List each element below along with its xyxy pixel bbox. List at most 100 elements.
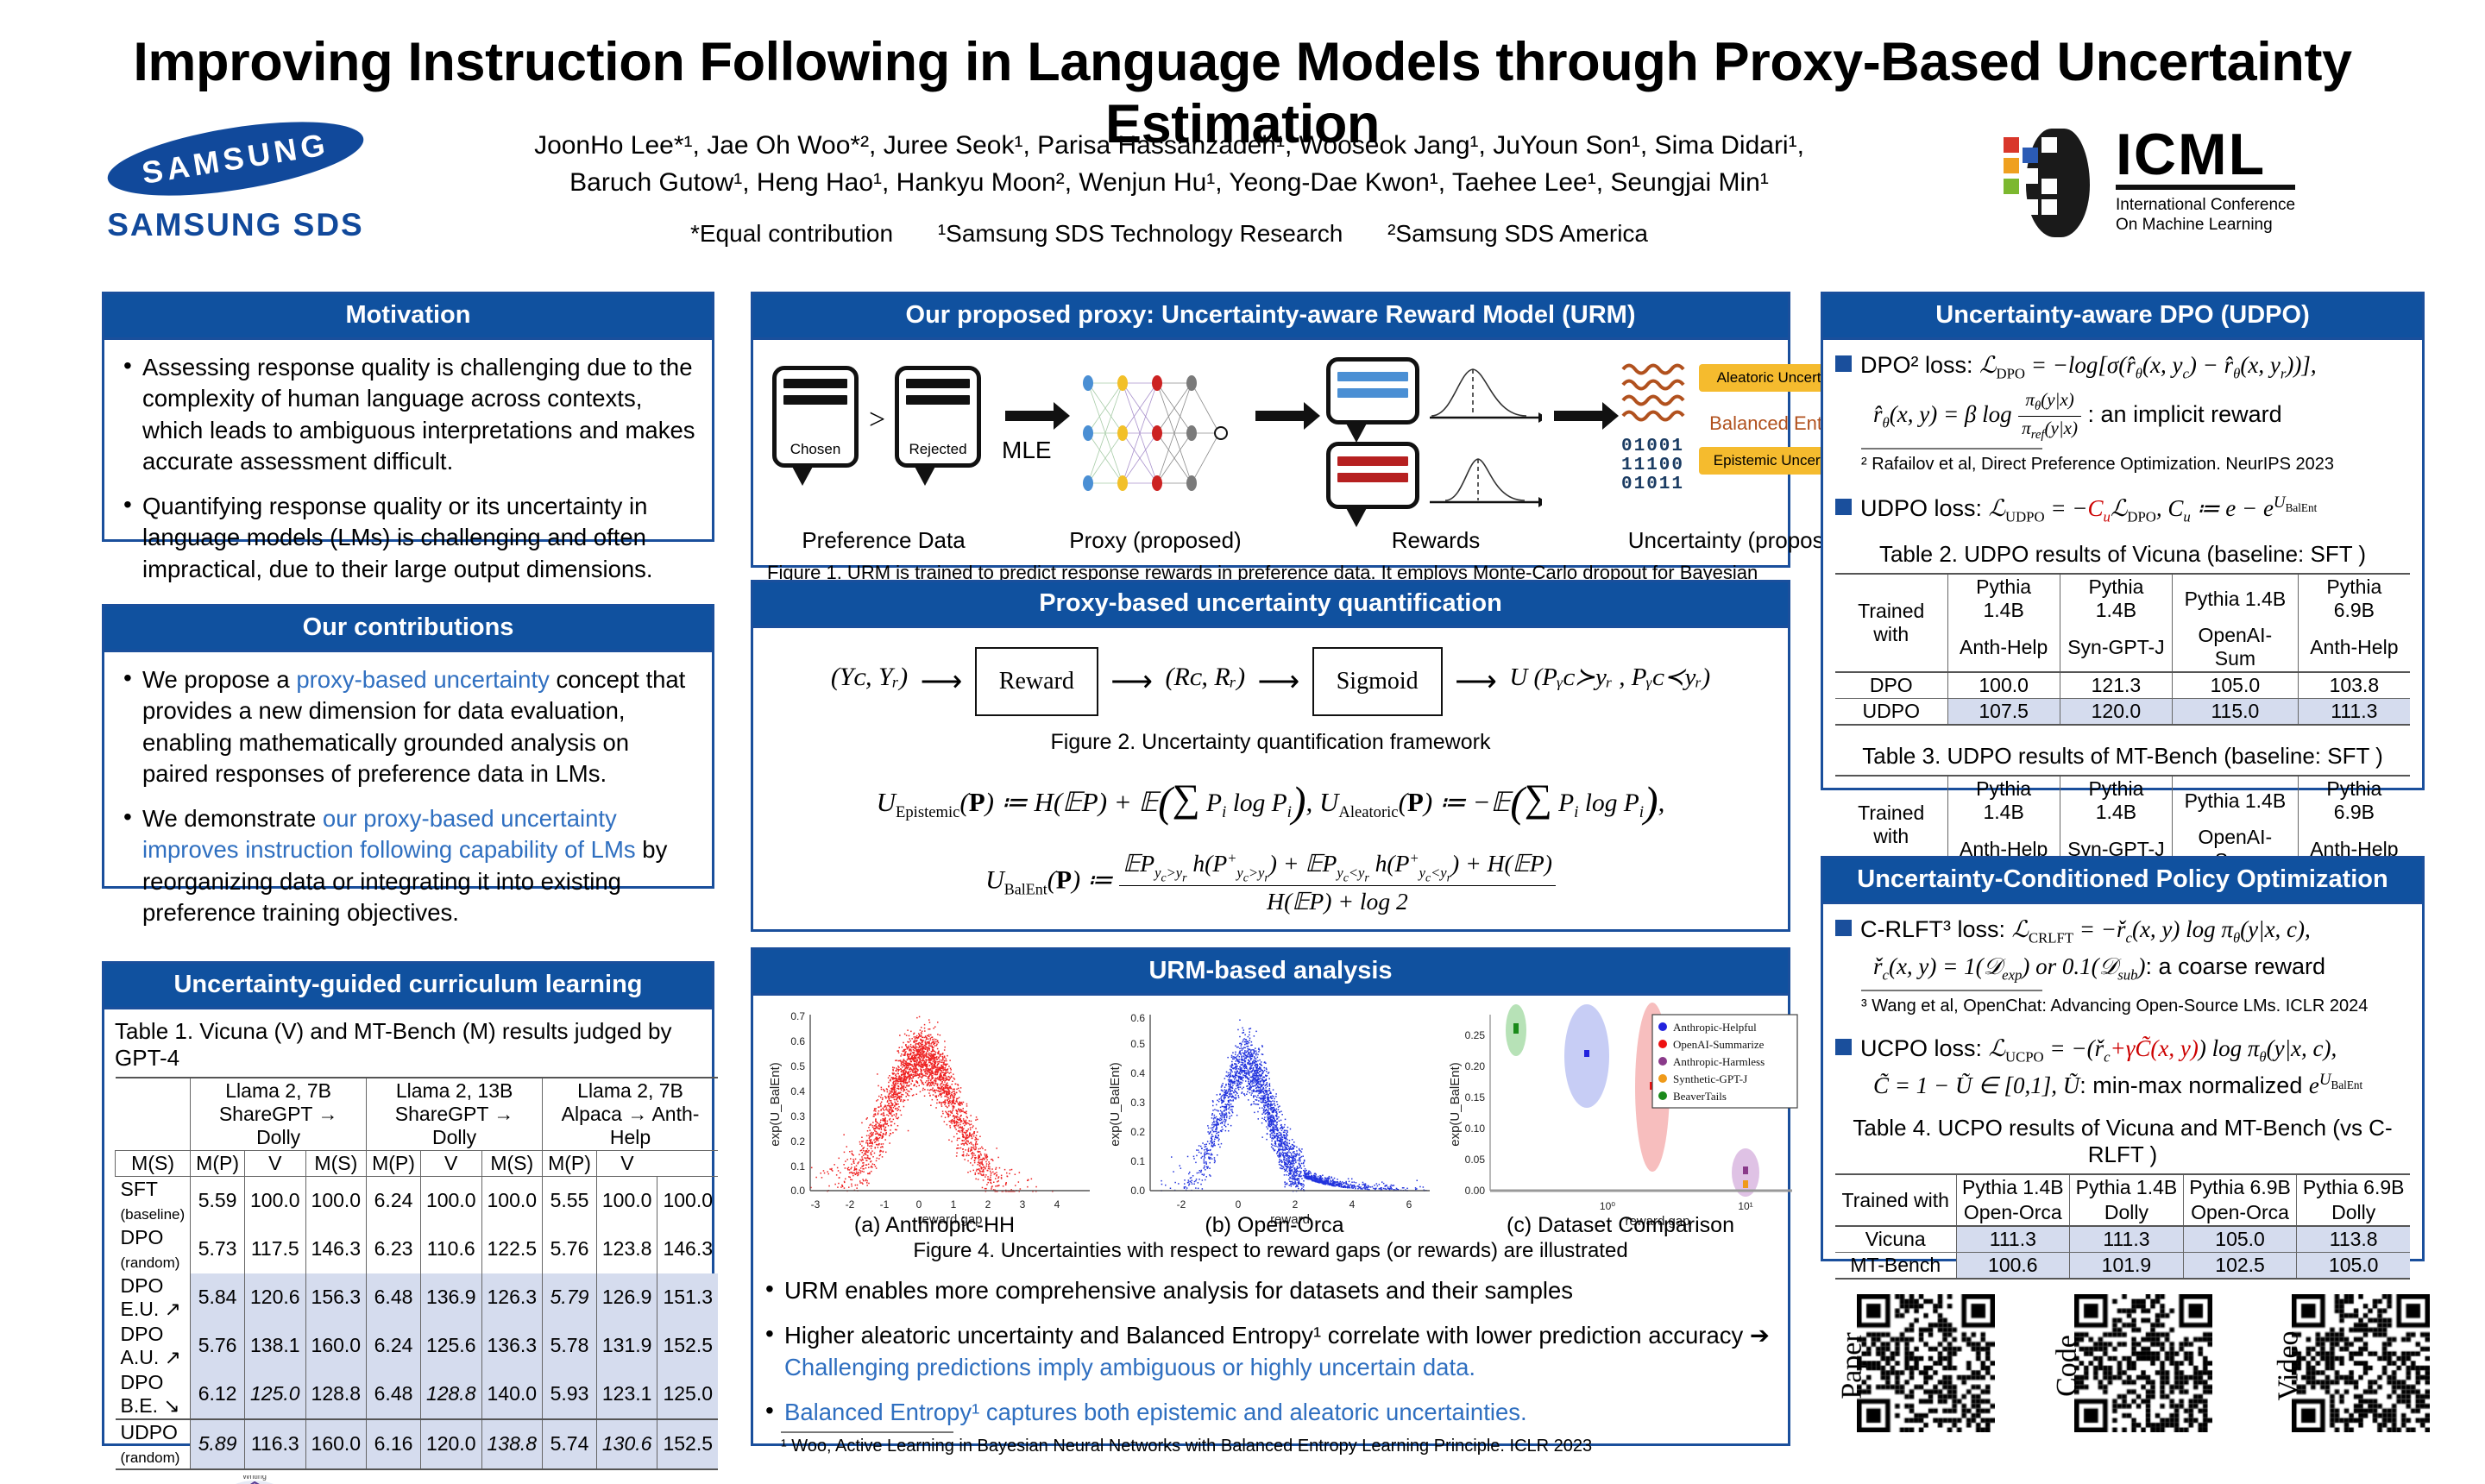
table-cell: 123.8	[595, 1224, 657, 1273]
icml-subtitle-2: On Machine Learning	[2116, 216, 2273, 235]
table-cell: 5.89	[190, 1418, 245, 1469]
col-header: Pythia 1.4B	[2172, 776, 2299, 826]
table1-subheader-row: M(S) M(P) V M(S) M(P) V M(S) M(P) V	[114, 1150, 719, 1176]
panel-curriculum: Uncertainty-guided curriculum learning T…	[102, 961, 719, 1484]
svg-text:-3: -3	[811, 1198, 821, 1210]
row-label: DPO	[1835, 672, 1948, 699]
radar-chart: Writing Roleplay Reasoning Math Coding E…	[234, 1475, 275, 1484]
table-cell: 117.5	[243, 1224, 306, 1273]
figure-2-flow: (Yᴄ, Yᵣ) ⟶ Reward ⟶ (Rᴄ, Rᵣ) ⟶ Sigmoid ⟶…	[767, 647, 1774, 716]
svg-text:0.2: 0.2	[790, 1135, 805, 1148]
group-header: Llama 2, 13B ShareGPT → Dolly	[366, 1078, 543, 1150]
contributions-bullet-list: We propose a proxy-based uncertainty con…	[120, 663, 696, 928]
arrow-icon: ⟶	[920, 665, 963, 698]
bullet-square-icon	[1835, 355, 1852, 372]
table-cell: 146.3	[305, 1224, 367, 1273]
col-header: Pythia 6.9B	[2326, 777, 2382, 824]
table-cell: 100.6	[1956, 1252, 2071, 1280]
subcaption-c: (c) Dataset Comparison	[1507, 1213, 1734, 1237]
table-cell: 152.5	[657, 1418, 719, 1469]
analysis-footnote: ¹ Woo, Active Learning in Bayesian Neura…	[781, 1437, 1593, 1456]
flow-mid: (Rᴄ, Rᵣ)	[1165, 663, 1246, 692]
col-header: Anth-Help	[1947, 623, 2060, 673]
col-header: Pythia 1.4B	[2069, 1174, 2184, 1201]
table-row: SFT (baseline) 5.59 100.0 100.0 6.24 100.0 100…	[116, 1176, 719, 1225]
table-cell: 126.9	[595, 1273, 657, 1322]
legend-label: OpenAI-Summarize	[1673, 1038, 1765, 1051]
subcaption-a: (a) Anthropic-HH	[853, 1213, 1016, 1237]
svg-text:3: 3	[1020, 1198, 1026, 1210]
reward-box: Reward	[974, 647, 1098, 716]
contributions-heading: Our contributions	[104, 607, 712, 652]
motivation-heading: Motivation	[104, 294, 712, 340]
svg-text:1: 1	[951, 1198, 957, 1210]
qr-code-label: Code	[2050, 1334, 2083, 1397]
svg-text:0.7: 0.7	[790, 1010, 805, 1022]
svg-text:0.5: 0.5	[790, 1060, 805, 1072]
group-header: Llama 2, 7B Alpaca → Anth-Help	[542, 1078, 719, 1150]
col-header: Pythia 1.4B	[2172, 574, 2299, 624]
analysis-heading: URM-based analysis	[753, 950, 1788, 996]
svg-text:2: 2	[985, 1198, 991, 1210]
list-item: We demonstrate our proxy-based uncertain…	[120, 802, 696, 928]
table-cell: 101.9	[2069, 1252, 2184, 1280]
qr-video[interactable]: Video	[2273, 1294, 2430, 1437]
panel-udpo: Uncertainty-aware DPO (UDPO) DPO² loss: …	[1821, 292, 2425, 928]
col-header: Dolly	[2331, 1201, 2376, 1224]
table-cell: 120.6	[243, 1273, 306, 1322]
qr-code-icon[interactable]	[2292, 1294, 2430, 1432]
distribution-curve-icon	[1430, 458, 1542, 507]
qr-code-icon[interactable]	[1857, 1294, 1995, 1432]
table-cell: 103.8	[2329, 674, 2380, 697]
implicit-reward-line: r̂θ(x, y) = β log πθ(y|x) πref(y|x) : an…	[1873, 389, 2282, 442]
legend-label: Anthropic-Helpful	[1673, 1021, 1757, 1034]
arrow-icon: ⟶	[1257, 665, 1300, 698]
list-item: We propose a proxy-based uncertainty con…	[120, 663, 696, 789]
svg-text:-2: -2	[846, 1198, 855, 1210]
rejected-bubble-icon: Rejected	[895, 366, 981, 486]
table-cell: 130.6	[595, 1418, 657, 1469]
stage-label: Rewards	[1391, 527, 1481, 553]
table-cell: 126.3	[481, 1273, 543, 1322]
analysis-bullet-list: URM enables more comprehensive analysis …	[762, 1273, 1779, 1428]
table-row: UDPO 107.5 120.0 115.0 111.3	[1835, 698, 2410, 726]
table-row: UDPO (random) 5.89 116.3 160.0 6.16 120.0 138.…	[115, 1418, 719, 1469]
footnote-rule	[781, 1431, 953, 1434]
table-cell: 100.0	[481, 1176, 543, 1225]
group-header: Llama 2, 7B ShareGPT → Dolly	[190, 1078, 367, 1150]
icml-mark-icon	[2002, 125, 2105, 237]
col-header: V	[419, 1150, 481, 1176]
svg-text:exp(U_BalEnt): exp(U_BalEnt)	[768, 1062, 783, 1147]
table-row: DPO (random) 5.73 117.5 146.3 6.23 110.6 122.5…	[116, 1224, 719, 1273]
col-header: M(P)	[542, 1150, 597, 1176]
table-cell: 105.0	[2172, 672, 2299, 699]
bullet-square-icon	[1835, 1038, 1852, 1055]
page-title: Improving Instruction Following in Langu…	[133, 32, 2352, 154]
table-cell: 100.0	[243, 1176, 306, 1225]
row-label: DPO E.U. ↗	[120, 1273, 181, 1320]
svg-text:0.6: 0.6	[790, 1035, 805, 1047]
table-cell: 5.79	[542, 1273, 597, 1322]
flow-output: U (Pᵧᴄ≻yᵣ , Pᵧᴄ≺yᵣ)	[1509, 663, 1711, 692]
bullet-square-icon	[1835, 498, 1852, 515]
qr-code[interactable]: Code	[2051, 1294, 2212, 1437]
icml-text-block: ICML International Conference On Machine…	[2116, 125, 2296, 236]
qr-code-icon[interactable]	[2074, 1294, 2212, 1432]
table-cell: 138.1	[243, 1321, 306, 1370]
table-cell: 113.8	[2296, 1226, 2410, 1253]
row-label: MT-Bench	[1835, 1252, 1957, 1280]
distribution-curve-icon	[1430, 368, 1542, 423]
highlight-text: our proxy-based uncertainty improves ins…	[142, 805, 636, 864]
table-cell: 6.24	[366, 1176, 421, 1225]
svg-text:01011: 01011	[1621, 475, 1684, 494]
sigmoid-box: Sigmoid	[1312, 647, 1443, 716]
qr-paper-label: Paper	[1835, 1331, 1868, 1399]
violin-plot-dataset-comparison: 0.000.05 0.100.15 0.200.25 10⁰ 10¹ reward…	[1448, 1003, 1798, 1229]
icml-wordmark: ICML	[2116, 125, 2296, 190]
qr-paper[interactable]: Paper	[1836, 1294, 1995, 1437]
arrow-icon	[1255, 402, 1320, 430]
curriculum-heading: Uncertainty-guided curriculum learning	[104, 964, 712, 1009]
arrow-icon	[1554, 402, 1619, 430]
table-cell: 110.6	[419, 1224, 481, 1273]
